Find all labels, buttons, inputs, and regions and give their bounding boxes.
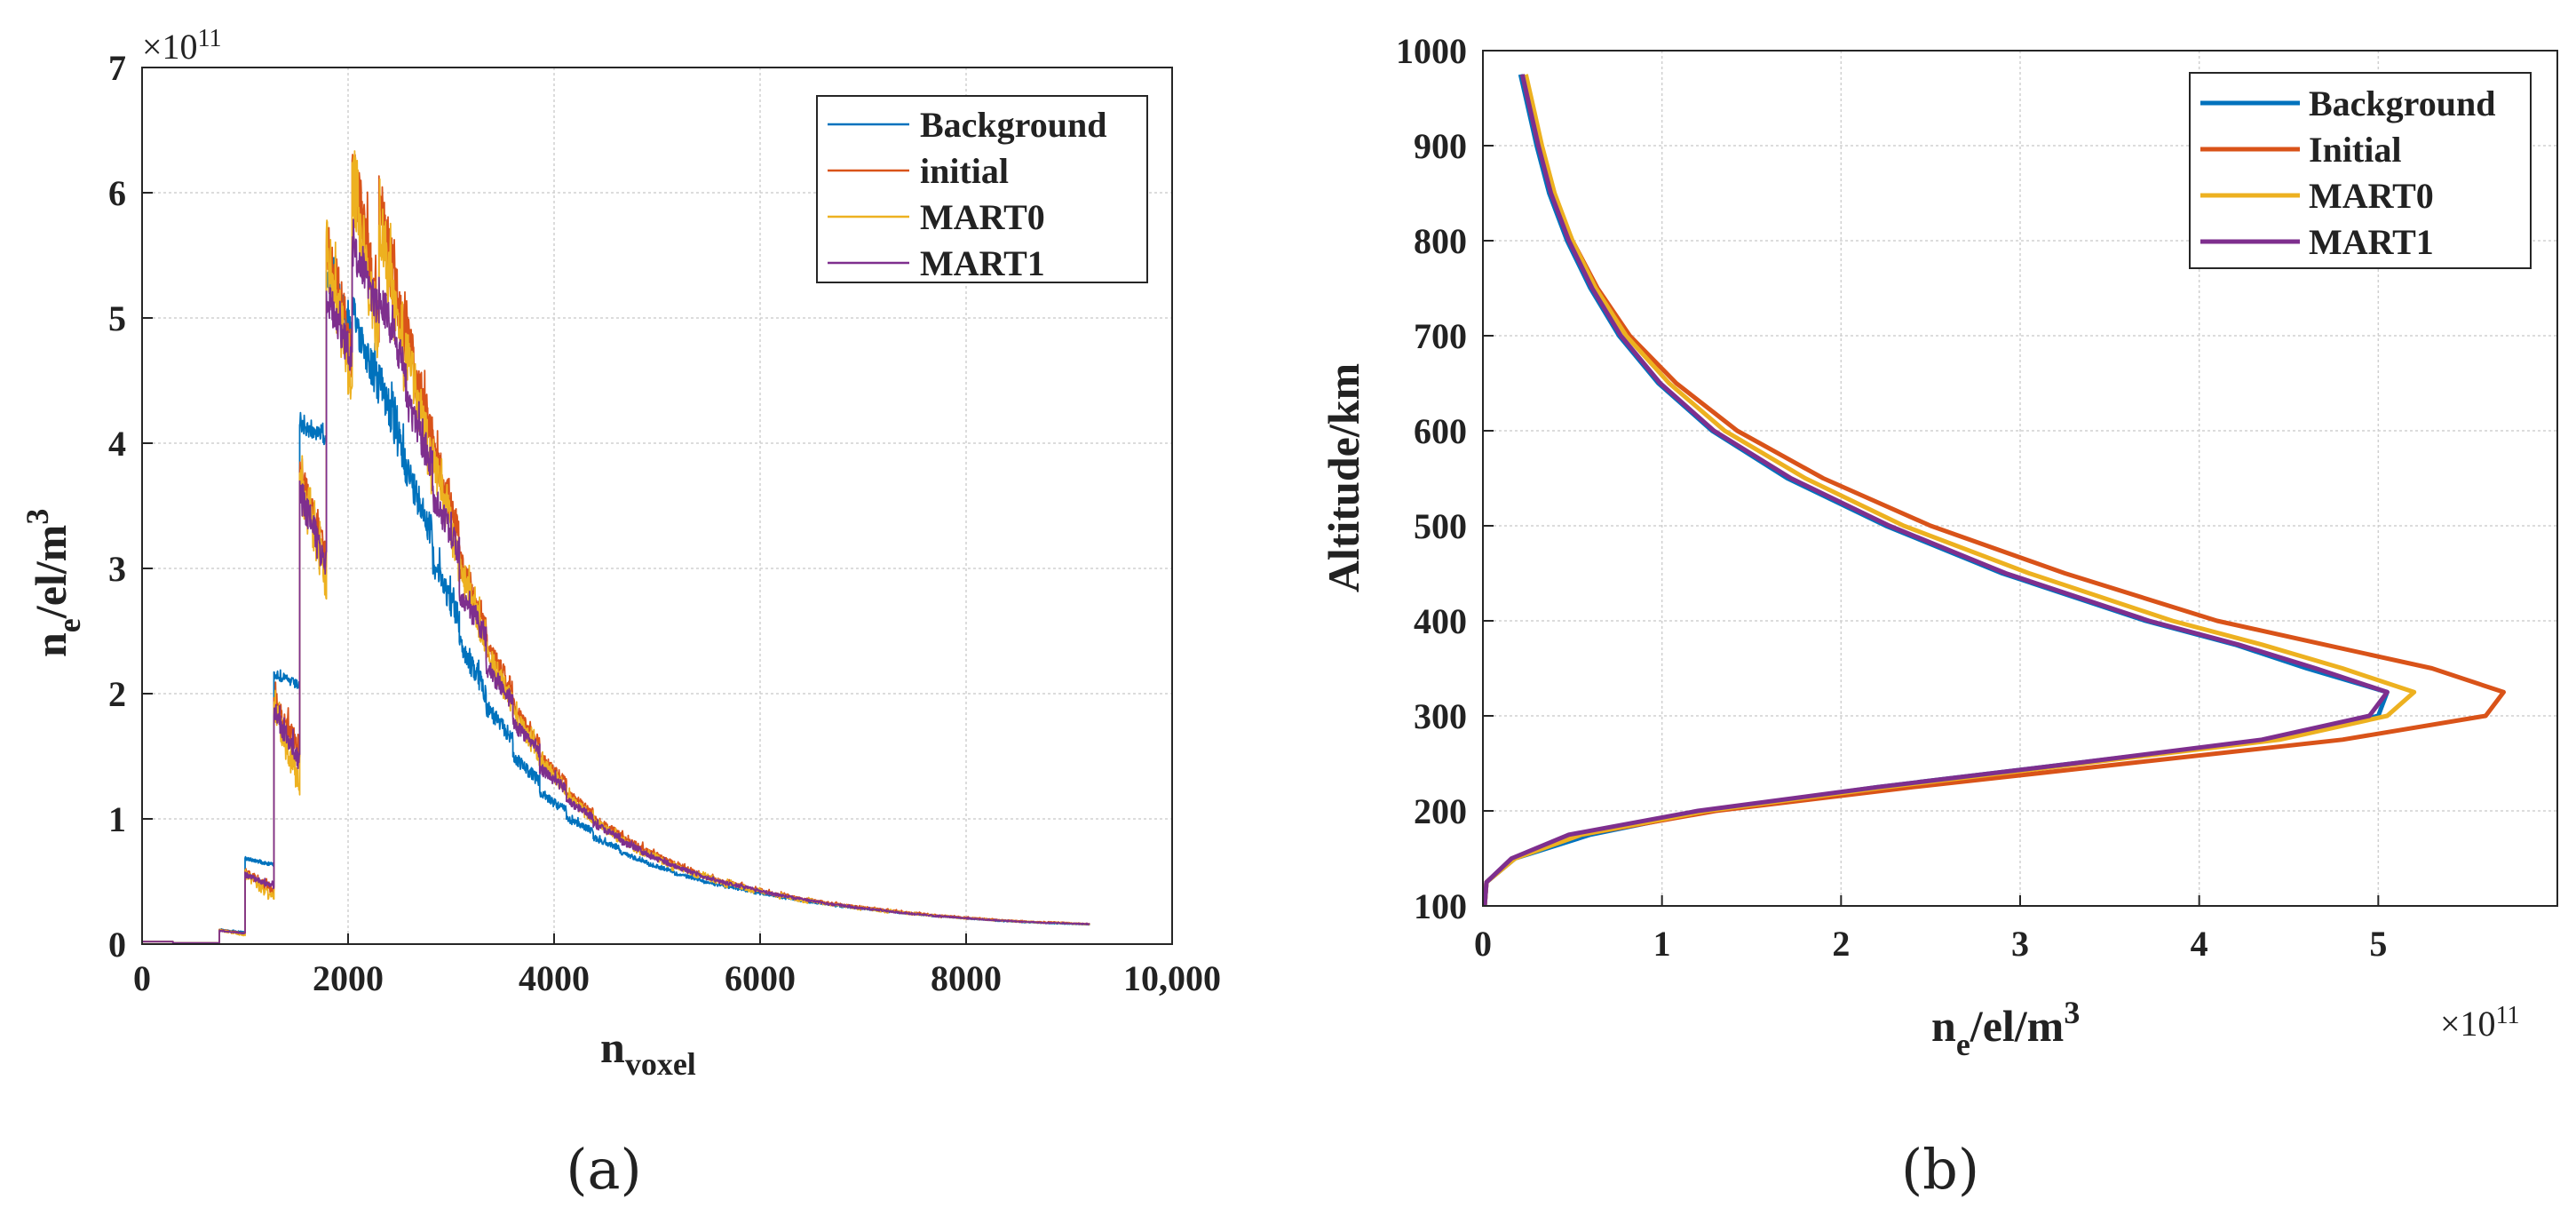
panel-a-y-tick-label: 5 xyxy=(108,298,126,338)
panel-b-x-multiplier: ×1011 xyxy=(2440,1002,2520,1044)
panel-b-x-tick-label: 4 xyxy=(2191,924,2208,964)
panel-b-x-label-main: n xyxy=(1931,1001,1956,1051)
panel-b-y-tick-label: 400 xyxy=(1414,601,1467,641)
panel-a-y-tick-label: 7 xyxy=(108,48,126,88)
panel-a-y-label: ne/el/m3 xyxy=(20,509,87,657)
panel-a-legend-label: MART1 xyxy=(920,243,1045,283)
panel-a-ticks: 0 2000 4000 6000 8000 10,000 0 1 2 3 4 5 6 7 xyxy=(108,48,1221,998)
panel-b-caption: (b) xyxy=(1901,1137,1979,1202)
panel-a-x-tick-label: 4000 xyxy=(519,958,590,998)
panel-a-x-tick-label: 0 xyxy=(133,958,151,998)
panel-a-series-line-mart1 xyxy=(142,218,1090,944)
panel-b: 0 1 2 3 4 5 100 200 300 400 500 600 700 800 900 1000 ne… xyxy=(1319,31,2558,1202)
panel-b-y-tick-label: 800 xyxy=(1414,221,1467,261)
panel-a-y-tick-label: 2 xyxy=(108,674,126,714)
panel-b-x-tick-label: 3 xyxy=(2011,924,2029,964)
panel-a-y-label-sup: 3 xyxy=(20,509,55,525)
panel-a-caption: (a) xyxy=(566,1137,641,1202)
panel-a-y-multiplier-base: ×10 xyxy=(142,27,198,67)
panel-b-x-tick-label: 0 xyxy=(1474,924,1492,964)
panel-b-y-label: Altitude/km xyxy=(1319,363,1368,592)
panel-a-legend: Background initial MART0 MART1 xyxy=(816,95,1148,283)
panel-b-x-label: ne/el/m3 xyxy=(1931,995,2080,1062)
panel-b-y-tick-label: 1000 xyxy=(1396,31,1467,71)
panel-a-legend-label: MART0 xyxy=(920,197,1045,237)
panel-b-series-line-mart1 xyxy=(1483,74,2390,906)
panel-a-axes-box xyxy=(141,67,1173,945)
panel-b-x-label-sup: 3 xyxy=(2064,995,2080,1030)
panel-a-x-label-sub: voxel xyxy=(625,1046,696,1082)
panel-b-y-tick-label: 200 xyxy=(1414,791,1467,831)
panel-b-x-multiplier-base: ×10 xyxy=(2440,1004,2496,1044)
panel-a-x-tick-label: 2000 xyxy=(313,958,384,998)
panel-a-x-tick-label: 6000 xyxy=(725,958,796,998)
panel-a-y-label-rest: /el/m xyxy=(26,525,75,620)
panel-b-legend: Background Initial MART0 MART1 xyxy=(2189,72,2532,269)
panel-a-legend-box xyxy=(816,95,1148,283)
panel-a-y-multiplier: ×1011 xyxy=(142,25,222,67)
panel-a-y-tick-label: 0 xyxy=(108,925,126,965)
panel-a-y-tick-label: 1 xyxy=(108,799,126,839)
panel-b-legend-label: Background xyxy=(2309,83,2495,123)
panel-b-y-tick-label: 100 xyxy=(1414,886,1467,926)
panel-b-x-label-rest: /el/m xyxy=(1970,1001,2065,1051)
panel-a-legend-label: initial xyxy=(920,151,1009,191)
panel-b-y-tick-label: 900 xyxy=(1414,126,1467,166)
panel-a-y-label-sub: e xyxy=(52,618,87,632)
panel-a-y-tick-label: 6 xyxy=(108,173,126,213)
panel-a-y-tick-label: 3 xyxy=(108,549,126,589)
panel-a-legend-label: Background xyxy=(920,105,1106,145)
panel-b-legend-label: Initial xyxy=(2309,130,2401,170)
panel-b-legend-box xyxy=(2189,72,2532,269)
panel-b-x-multiplier-exp: 11 xyxy=(2496,1002,2520,1029)
panel-b-series xyxy=(1483,74,2506,906)
panel-a-x-tick-label: 10,000 xyxy=(1123,958,1221,998)
panel-a-y-multiplier-exp: 11 xyxy=(198,25,222,52)
panel-a-x-label-main: n xyxy=(600,1022,625,1072)
panel-b-ticks: 0 1 2 3 4 5 100 200 300 400 500 600 700 800 900 1000 xyxy=(1396,31,2387,964)
panel-b-legend-label: MART1 xyxy=(2309,222,2434,262)
panel-a-y-tick-label: 4 xyxy=(108,424,126,464)
panel-b-y-tick-label: 300 xyxy=(1414,696,1467,736)
panel-a-y-label-main: n xyxy=(26,632,75,657)
panel-b-x-tick-label: 5 xyxy=(2369,924,2387,964)
panel-a-x-tick-label: 8000 xyxy=(931,958,1002,998)
panel-b-x-tick-label: 1 xyxy=(1653,924,1671,964)
panel-a-series xyxy=(142,150,1090,944)
panel-a-x-label: nvoxel xyxy=(600,1022,696,1082)
panel-b-y-tick-label: 500 xyxy=(1414,506,1467,546)
panel-b-x-tick-label: 2 xyxy=(1832,924,1850,964)
panel-b-legend-label: MART0 xyxy=(2309,176,2434,216)
panel-b-x-label-sub: e xyxy=(1956,1027,1970,1062)
panel-b-y-tick-label: 600 xyxy=(1414,411,1467,451)
panel-b-y-tick-label: 700 xyxy=(1414,316,1467,356)
